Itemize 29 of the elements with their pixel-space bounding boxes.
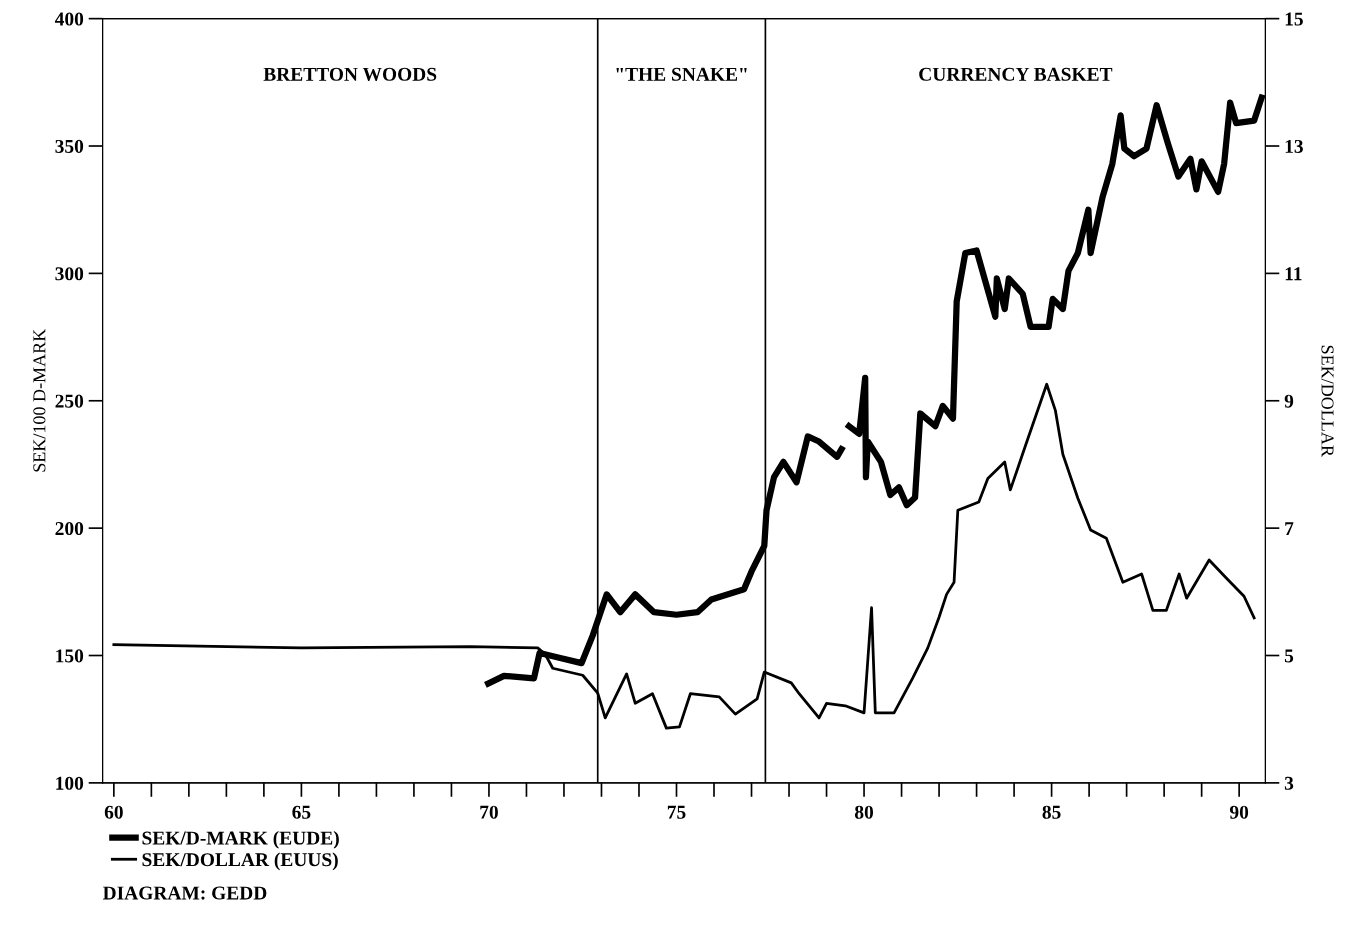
y-tick-label: 250 bbox=[55, 394, 84, 408]
y-tick-label: 300 bbox=[55, 267, 84, 281]
legend-label: SEK/D-MARK (EUDE) bbox=[142, 830, 339, 849]
y-tick-label: 150 bbox=[56, 649, 84, 663]
x-tick-label: 75 bbox=[667, 805, 686, 819]
annotation: BRETTON WOODS bbox=[263, 67, 437, 81]
annotation: CURRENCY BASKET bbox=[919, 67, 1113, 81]
x-tick-label: 65 bbox=[292, 805, 311, 819]
y-tick-label: 200 bbox=[55, 521, 84, 536]
y2-axis-title: SEK/DOLLAR bbox=[1321, 345, 1334, 457]
text: DIAGRAM: GEDD bbox=[102, 886, 267, 900]
y-tick-label: 100 bbox=[56, 776, 84, 790]
y2-tick-label: 9 bbox=[1284, 394, 1294, 408]
x-tick-label: 80 bbox=[854, 805, 874, 819]
x-tick-label: 85 bbox=[1042, 805, 1061, 819]
y2-tick-label: 13 bbox=[1285, 139, 1303, 153]
y2-tick-label: 7 bbox=[1285, 522, 1294, 535]
y-tick-label: 350 bbox=[55, 139, 84, 153]
y2-tick-label: 5 bbox=[1284, 649, 1294, 663]
y-axis-title: SEK/100 D-MARK bbox=[33, 328, 46, 472]
legend-label: SEK/DOLLAR (EUUS) bbox=[142, 852, 338, 871]
annotation: "THE SNAKE" bbox=[616, 67, 747, 81]
y2-tick-label: 11 bbox=[1285, 267, 1302, 281]
y2-tick-label: 3 bbox=[1284, 776, 1294, 790]
y2-tick-label: 15 bbox=[1285, 12, 1303, 26]
x-tick-label: 90 bbox=[1229, 805, 1249, 819]
x-tick-label: 70 bbox=[480, 805, 498, 819]
y-tick-label: 400 bbox=[54, 12, 84, 26]
x-tick-label: 60 bbox=[104, 805, 123, 819]
